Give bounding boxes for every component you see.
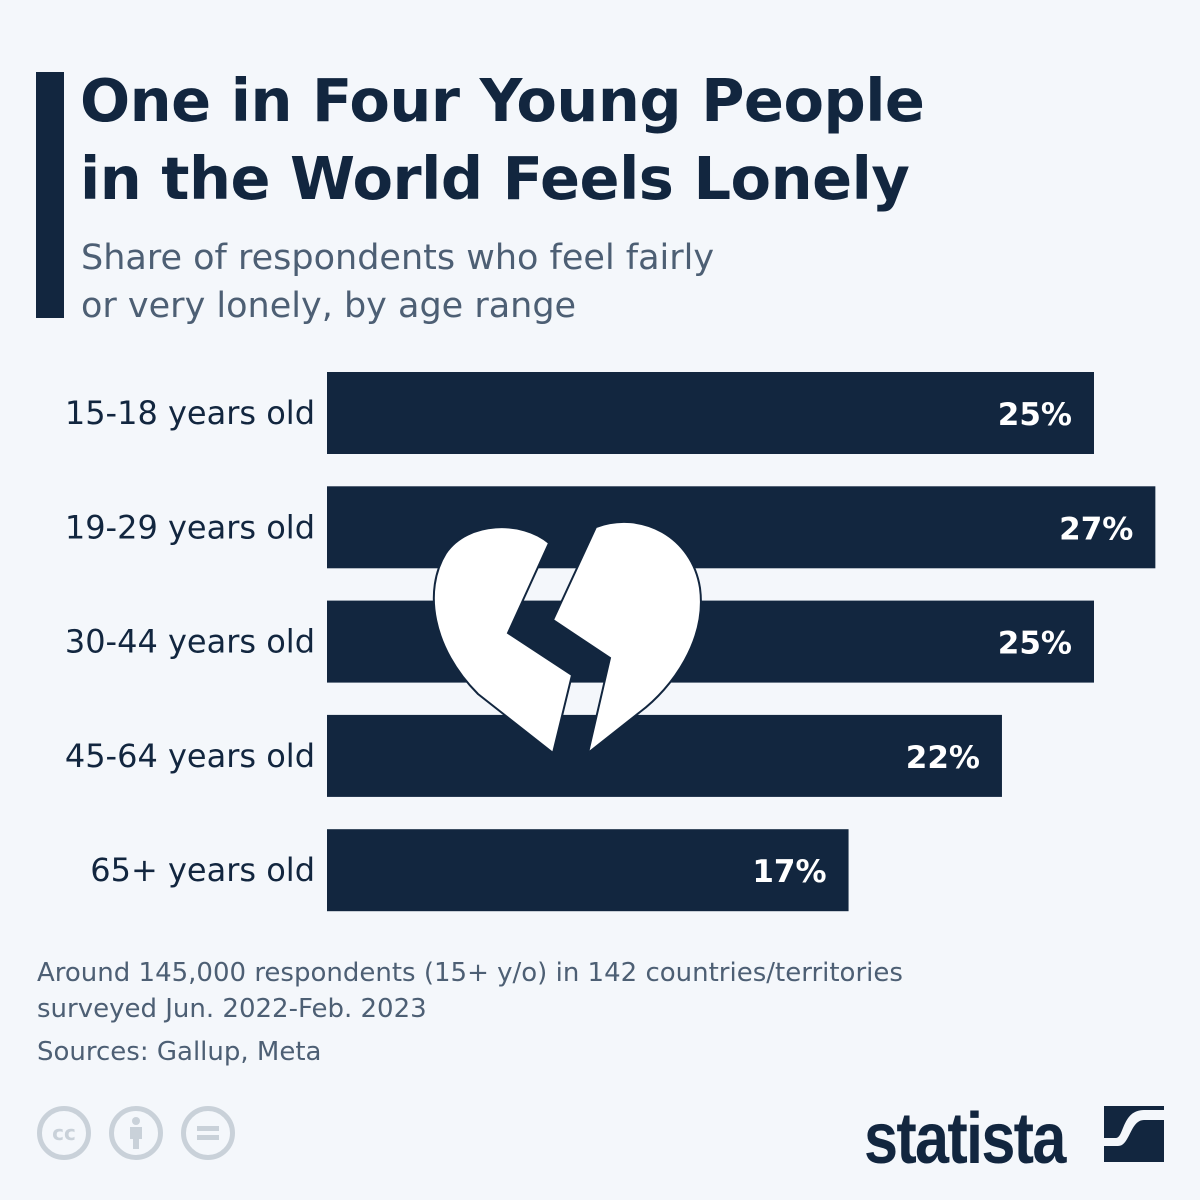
person-glyph (130, 1117, 142, 1149)
category-label: 30-44 years old (65, 623, 315, 661)
logo-text: statista (864, 1099, 1066, 1179)
heart-right-half (551, 521, 702, 756)
cc-icon[interactable]: cc (37, 1106, 91, 1160)
category-label: 19-29 years old (65, 508, 315, 546)
no-derivatives-icon[interactable] (181, 1106, 235, 1160)
title-line-2: in the World Feels Lonely (80, 144, 910, 213)
sources: Sources: Gallup, Meta (37, 1037, 322, 1067)
bar (327, 829, 849, 912)
value-label: 22% (906, 740, 980, 776)
broken-heart-icon (432, 521, 702, 756)
value-label: 17% (752, 854, 826, 890)
value-label: 25% (998, 397, 1072, 433)
subtitle-line-2: or very lonely, by age range (81, 286, 577, 326)
bar (327, 372, 1094, 454)
value-label: 27% (1059, 511, 1133, 547)
category-label: 65+ years old (90, 851, 315, 889)
title-line-1: One in Four Young People (80, 66, 925, 135)
note-line-1: Around 145,000 respondents (15+ y/o) in … (37, 958, 903, 988)
attribution-icon[interactable] (109, 1106, 163, 1160)
page-title: One in Four Young People in the World Fe… (80, 62, 1180, 218)
bar (327, 714, 1002, 797)
value-label: 25% (998, 626, 1072, 662)
category-label: 15-18 years old (65, 394, 315, 432)
title-accent-bar (36, 72, 64, 318)
subtitle: Share of respondents who feel fairly or … (81, 234, 881, 330)
statista-logo[interactable]: statista (864, 1098, 1066, 1180)
statista-logo-icon (1104, 1106, 1164, 1162)
cc-text: cc (52, 1121, 76, 1145)
category-label: 45-64 years old (65, 737, 315, 775)
equals-glyph (197, 1126, 219, 1140)
note-line-2: surveyed Jun. 2022-Feb. 2023 (37, 994, 427, 1024)
heart-left-half (432, 526, 574, 755)
subtitle-line-1: Share of respondents who feel fairly (81, 238, 715, 278)
